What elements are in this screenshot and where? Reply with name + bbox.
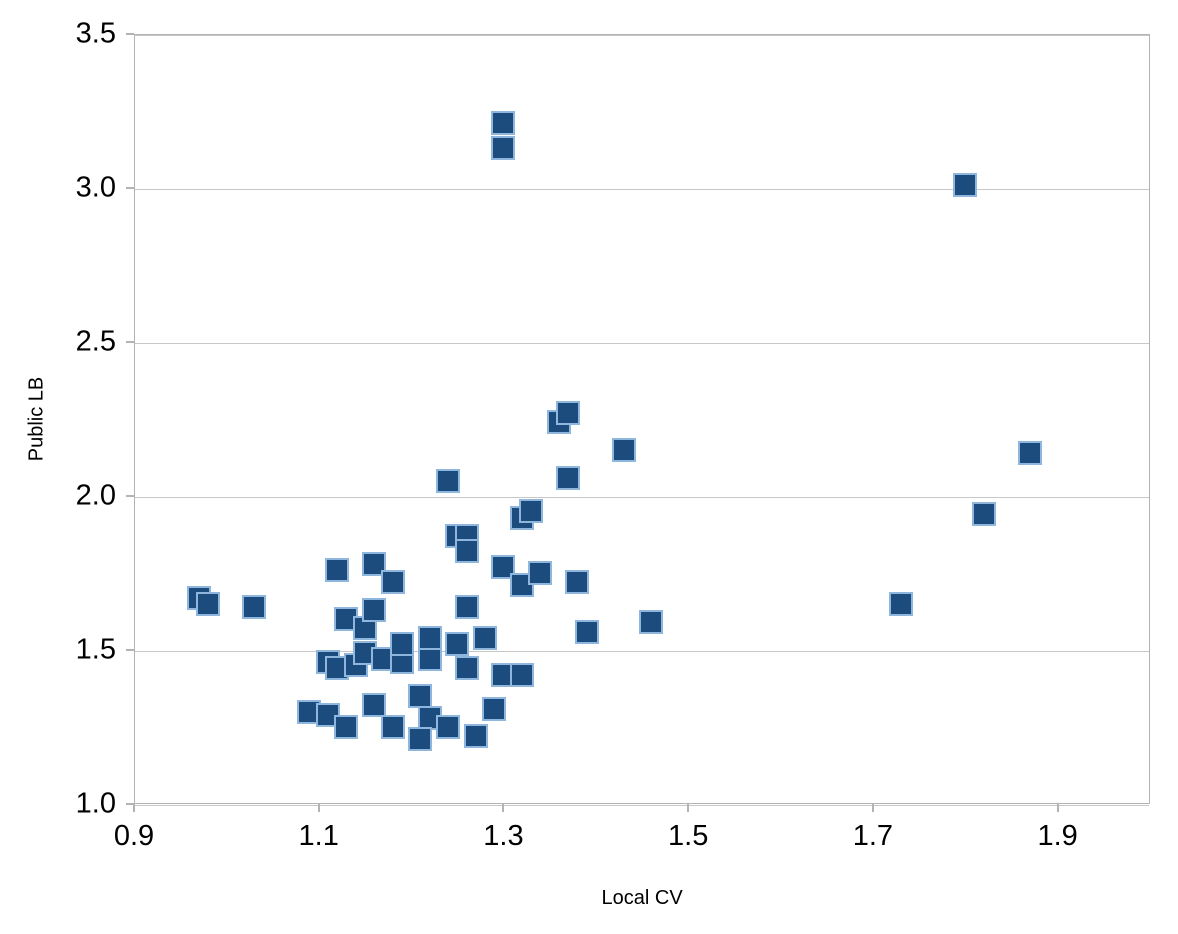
- data-point-marker: [491, 111, 516, 136]
- y-axis-tick: [126, 187, 134, 189]
- data-point-marker: [362, 693, 387, 718]
- data-point-marker: [472, 625, 497, 650]
- x-axis-tick: [687, 804, 690, 812]
- y-tick-label: 1.0: [75, 787, 116, 820]
- x-tick-label: 1.5: [668, 820, 709, 852]
- data-point-marker: [436, 468, 461, 493]
- h-gridline: [135, 651, 1149, 652]
- data-point-marker: [888, 591, 913, 616]
- h-gridline: [135, 189, 1149, 190]
- x-tick-label: 0.9: [113, 820, 155, 852]
- y-axis-tick: [126, 649, 134, 651]
- data-point-marker: [953, 172, 978, 197]
- data-point-marker: [417, 647, 442, 672]
- data-point-marker: [556, 400, 581, 425]
- h-gridline: [135, 343, 1149, 344]
- data-point-marker: [509, 662, 534, 687]
- data-point-marker: [454, 656, 479, 681]
- data-point-marker: [408, 684, 433, 709]
- x-axis-title: Local CV: [601, 887, 683, 909]
- y-tick-label: 3.5: [75, 17, 116, 50]
- data-point-marker: [556, 465, 581, 490]
- data-point-marker: [195, 591, 220, 616]
- data-point-marker: [463, 724, 488, 749]
- x-axis-tick: [502, 804, 505, 812]
- y-tick-label: 1.5: [75, 633, 116, 666]
- x-tick-label: 1.3: [483, 820, 524, 852]
- x-axis-tick: [317, 804, 320, 812]
- data-point-marker: [528, 561, 553, 585]
- data-point-marker: [380, 715, 405, 739]
- data-point-marker: [408, 727, 433, 752]
- data-point-marker: [971, 502, 996, 527]
- data-point-marker: [519, 499, 544, 524]
- data-point-marker: [454, 539, 479, 564]
- h-gridline: [135, 805, 1149, 806]
- x-axis-tick: [1056, 804, 1059, 812]
- y-axis-tick: [126, 33, 134, 35]
- data-point-marker: [491, 135, 516, 160]
- x-tick-label: 1.1: [298, 820, 339, 852]
- y-tick-label: 2.0: [75, 479, 116, 512]
- h-gridline: [135, 497, 1149, 498]
- data-point-marker: [445, 631, 470, 656]
- data-point-marker: [380, 570, 405, 595]
- data-point-marker: [482, 696, 507, 721]
- y-axis-title: Public LB: [24, 376, 47, 462]
- data-point-marker: [334, 715, 359, 739]
- data-point-marker: [242, 594, 267, 619]
- data-point-marker: [574, 619, 599, 644]
- data-point-marker: [1017, 440, 1042, 465]
- y-axis-tick: [126, 495, 134, 497]
- data-point-marker: [362, 597, 387, 622]
- data-point-marker: [611, 437, 636, 462]
- data-point-marker: [325, 557, 350, 582]
- data-point-marker: [389, 631, 414, 656]
- x-tick-label: 1.7: [852, 820, 894, 852]
- h-gridline: [135, 35, 1149, 36]
- x-tick-label: 1.9: [1037, 820, 1078, 852]
- data-point-marker: [454, 594, 479, 619]
- plot-area: [134, 34, 1150, 806]
- data-point-marker: [565, 570, 590, 595]
- y-tick-label: 2.5: [75, 325, 116, 358]
- data-point-marker: [417, 625, 442, 650]
- y-axis-tick: [126, 341, 134, 343]
- x-axis-tick: [871, 804, 874, 812]
- y-axis-tick: [126, 803, 134, 805]
- y-tick-label: 3.0: [75, 171, 116, 204]
- data-point-marker: [436, 715, 461, 739]
- x-axis-tick: [133, 804, 135, 812]
- data-point-marker: [639, 610, 664, 635]
